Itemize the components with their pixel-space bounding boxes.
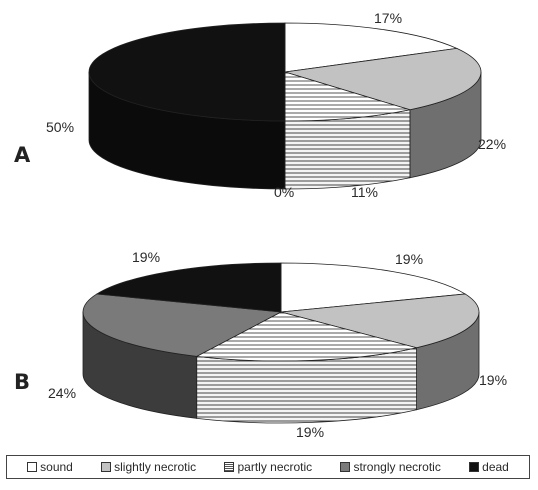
data-label-b-dead: 19% <box>132 249 161 265</box>
pie-b-slice-sound <box>280 262 467 313</box>
data-label-a-slightly-necrotic: 22% <box>478 136 507 152</box>
pie-b-slice-partly-necrotic <box>195 311 417 362</box>
pie-a-slice-sound <box>284 22 459 73</box>
panel-label-a: A <box>14 143 31 167</box>
pie-a-side-partly-necrotic <box>284 109 411 190</box>
data-label-a-sound: 17% <box>374 10 403 26</box>
pie-b-slice-dead <box>95 262 282 313</box>
pie-b-slice-strongly-necrotic <box>82 293 283 357</box>
legend-swatch-dead <box>469 462 480 472</box>
data-label-a-partly-necrotic: 11% <box>351 184 378 200</box>
legend-item-slightly-necrotic: slightly necrotic <box>101 460 196 474</box>
legend-item-dead: dead <box>469 460 509 474</box>
legend-item-partly-necrotic: partly necrotic <box>224 460 312 474</box>
legend-label-dead: dead <box>482 460 509 474</box>
data-label-b-partly-necrotic: 19% <box>296 424 325 440</box>
pie-a-slice-slightly-necrotic <box>284 47 482 111</box>
panel-label-b: B <box>14 370 31 394</box>
legend-swatch-partly-necrotic <box>224 462 235 472</box>
pie-a-slice-partly-necrotic <box>284 71 411 122</box>
legend-item-sound: sound <box>27 460 73 474</box>
pie-chart-a <box>88 22 482 190</box>
data-label-a-dead: 50% <box>46 119 75 135</box>
data-label-b-sound: 19% <box>395 251 424 267</box>
legend-swatch-sound <box>27 462 38 472</box>
legend-label-partly-necrotic: partly necrotic <box>237 460 313 474</box>
pie-a-slice-dead <box>88 22 286 122</box>
legend-item-strongly-necrotic: strongly necrotic <box>340 460 441 474</box>
legend-swatch-slightly-necrotic <box>101 462 112 472</box>
pie-b-slice-slightly-necrotic <box>280 293 480 349</box>
legend-label-strongly-necrotic: strongly necrotic <box>353 460 441 474</box>
legend-label-slightly-necrotic: slightly necrotic <box>114 460 197 474</box>
data-label-b-slightly-necrotic: 19% <box>479 372 508 388</box>
legend: sound slightly necrotic partly necrotic … <box>6 455 530 479</box>
data-label-b-strongly-necrotic: 24% <box>48 385 77 401</box>
pie-chart-b <box>82 262 480 424</box>
data-label-a-strongly-necrotic: 0% <box>274 184 295 200</box>
legend-label-sound: sound <box>40 460 73 474</box>
legend-swatch-strongly-necrotic <box>340 462 351 472</box>
